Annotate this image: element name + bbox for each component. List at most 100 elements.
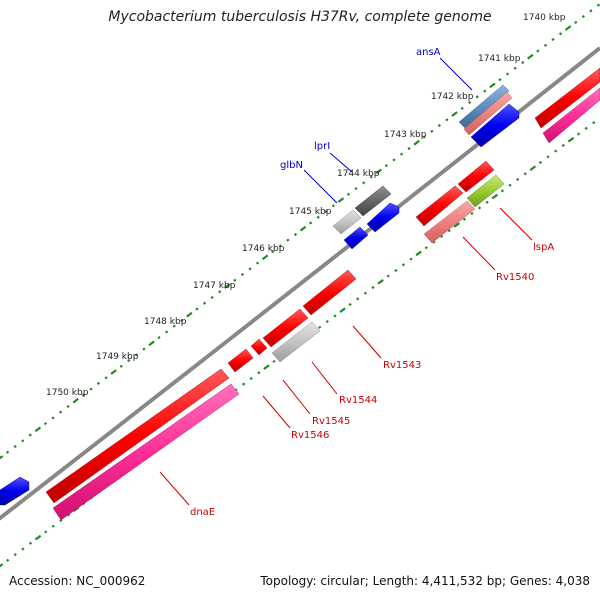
tick-mark bbox=[558, 32, 563, 36]
gene-Rv1546[interactable] bbox=[227, 348, 254, 373]
tick-mark bbox=[43, 422, 48, 426]
tick-mark bbox=[119, 364, 123, 368]
label-Rv1544[interactable]: Rv1544 bbox=[339, 395, 377, 406]
tick-mark bbox=[324, 209, 328, 214]
gene-forward-1740a[interactable] bbox=[415, 185, 464, 227]
gene-forward-dnaE-partner[interactable] bbox=[45, 368, 230, 504]
tick-mark bbox=[447, 229, 451, 233]
gene-pink-right[interactable] bbox=[542, 87, 600, 144]
label-Rv1545[interactable]: Rv1545 bbox=[312, 416, 350, 427]
gene-forward-1740b[interactable] bbox=[457, 160, 495, 193]
tick-label-1742: 1742 kbp bbox=[431, 92, 474, 102]
tick-mark bbox=[407, 146, 411, 151]
label-Rv1543[interactable]: Rv1543 bbox=[383, 360, 421, 371]
gene-dnaE[interactable] bbox=[52, 383, 240, 521]
tick-mark bbox=[536, 49, 540, 53]
tick-mark bbox=[574, 20, 578, 24]
tick-mark bbox=[157, 336, 161, 340]
tick-mark bbox=[34, 426, 42, 433]
tick-mark bbox=[28, 433, 32, 437]
tick-mark bbox=[104, 376, 108, 380]
tick-mark bbox=[485, 200, 489, 204]
label-lspA[interactable]: lspA bbox=[533, 242, 554, 253]
tick-mark bbox=[516, 177, 520, 182]
gene-reverse-1745a[interactable] bbox=[343, 226, 369, 250]
tick-mark bbox=[110, 369, 117, 375]
gene-ansA-partner[interactable] bbox=[463, 91, 513, 136]
tick-mark bbox=[561, 143, 565, 148]
tick-mark bbox=[551, 37, 555, 42]
tick-mark bbox=[399, 152, 404, 156]
gene-Rv1543[interactable] bbox=[271, 321, 321, 363]
tick-mark bbox=[581, 15, 585, 19]
gene-Rv1545[interactable] bbox=[250, 338, 268, 356]
tick-mark bbox=[567, 136, 575, 143]
tick-mark bbox=[165, 330, 169, 334]
tick-mark bbox=[500, 189, 505, 193]
tick-mark bbox=[369, 175, 373, 179]
tick-mark bbox=[180, 318, 184, 322]
gene-reverse-1742[interactable] bbox=[470, 103, 520, 148]
tick-mark bbox=[445, 118, 449, 122]
tick-mark bbox=[437, 123, 441, 128]
tick-mark bbox=[51, 416, 55, 420]
tick-mark bbox=[543, 43, 548, 47]
tick-mark bbox=[44, 530, 48, 534]
gene-ansA[interactable] bbox=[458, 84, 510, 129]
tick-mark bbox=[505, 72, 510, 76]
tick-mark bbox=[0, 563, 4, 568]
label-dnaE[interactable]: dnaE bbox=[190, 507, 215, 518]
tick-mark bbox=[249, 376, 253, 381]
tick-mark bbox=[527, 53, 534, 60]
tick-mark bbox=[293, 232, 298, 237]
tick-mark bbox=[210, 295, 214, 300]
tick-label-1745: 1745 kbp bbox=[289, 207, 332, 217]
label-ansA[interactable]: ansA bbox=[416, 47, 441, 58]
tick-mark bbox=[475, 95, 479, 99]
label-leader-lines bbox=[159, 57, 533, 506]
tick-mark bbox=[142, 347, 146, 351]
tick-mark bbox=[6, 558, 10, 562]
genome-title: Mycobacterium tuberculosis H37Rv, comple… bbox=[108, 9, 492, 25]
tick-mark bbox=[371, 285, 375, 290]
tick-label-1749: 1749 kbp bbox=[96, 352, 139, 362]
gene-forward-right-1[interactable] bbox=[534, 67, 600, 129]
gene-forward-1747[interactable] bbox=[302, 269, 357, 316]
tick-mark bbox=[331, 204, 335, 208]
tick-mark bbox=[489, 82, 496, 89]
tick-mark bbox=[224, 283, 231, 289]
tick-mark bbox=[589, 9, 593, 13]
tick-mark bbox=[271, 250, 275, 254]
tick-mark bbox=[523, 172, 527, 176]
tick-mark bbox=[362, 181, 366, 185]
tick-mark bbox=[375, 168, 382, 175]
tick-mark bbox=[596, 3, 600, 7]
tick-mark bbox=[386, 274, 390, 278]
label-lprI[interactable]: lprI bbox=[314, 141, 330, 152]
gene-lspA[interactable] bbox=[466, 174, 505, 208]
label-glbN[interactable]: glbN bbox=[280, 160, 303, 171]
label-Rv1546[interactable]: Rv1546 bbox=[291, 430, 329, 441]
tick-mark bbox=[13, 553, 17, 557]
tick-mark bbox=[72, 397, 79, 404]
tick-mark bbox=[13, 444, 17, 449]
gene-lprI[interactable] bbox=[354, 185, 392, 217]
tick-mark bbox=[401, 263, 406, 267]
tick-mark bbox=[508, 183, 512, 187]
tick-mark bbox=[554, 149, 558, 153]
genome-summary-text: Topology: circular; Length: 4,411,532 bp… bbox=[260, 574, 590, 588]
gene-forward-1748[interactable] bbox=[262, 308, 309, 348]
tick-mark bbox=[337, 197, 345, 203]
tick-mark bbox=[422, 135, 426, 139]
tick-mark bbox=[513, 66, 517, 70]
label-Rv1540[interactable]: Rv1540 bbox=[496, 272, 534, 283]
tick-mark bbox=[439, 234, 444, 238]
tick-mark bbox=[233, 278, 237, 282]
tick-mark bbox=[346, 192, 351, 196]
gene-reverse-1745b[interactable] bbox=[366, 202, 400, 233]
tick-mark bbox=[384, 164, 388, 168]
gene-reverse-left-edge[interactable] bbox=[0, 476, 30, 506]
gene-glbN[interactable] bbox=[332, 209, 362, 235]
gene-Rv1540[interactable] bbox=[423, 200, 476, 244]
